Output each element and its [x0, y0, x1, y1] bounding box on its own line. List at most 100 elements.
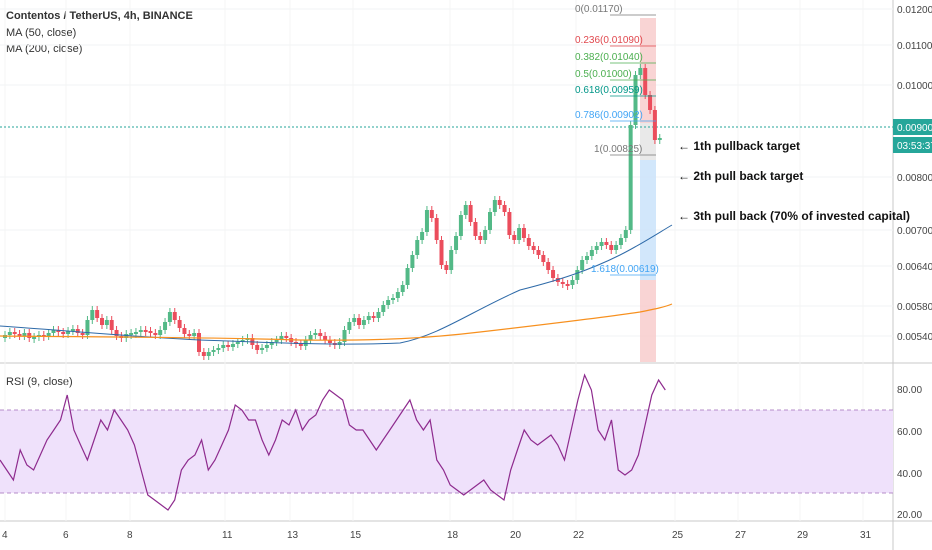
candle-body	[488, 212, 492, 230]
date-axis-label: 11	[222, 530, 233, 541]
date-axis-label: 8	[127, 530, 133, 541]
candle-body	[46, 333, 51, 336]
date-axis-label: 31	[860, 530, 872, 541]
countdown-text: 03:53:37	[897, 141, 932, 152]
candle-body	[56, 330, 61, 332]
candle-body	[521, 228, 526, 238]
rsi-band	[0, 410, 893, 493]
price-axis-label: 0.00580	[897, 302, 932, 313]
candle-body	[323, 336, 328, 340]
candle-body	[454, 236, 459, 250]
candle-body	[468, 205, 473, 222]
candle-body	[206, 352, 211, 356]
candle-body	[80, 333, 85, 335]
candle-body	[555, 278, 560, 282]
fib-zone-bottom	[640, 280, 656, 362]
candle-body	[61, 332, 66, 334]
candle-body	[7, 332, 12, 335]
candle-body	[337, 342, 342, 345]
annotation-text: ← 2th pull back target	[678, 169, 803, 183]
candle-body	[444, 265, 449, 270]
date-axis-label: 13	[287, 530, 299, 541]
candle-body	[648, 95, 653, 110]
candle-body	[424, 210, 429, 232]
candle-body	[32, 337, 37, 339]
candle-body	[264, 345, 269, 348]
candle-body	[216, 348, 221, 350]
candle-body	[507, 212, 512, 235]
date-axis-label: 20	[510, 530, 522, 541]
candle-body	[133, 332, 138, 334]
ma200-line	[0, 303, 673, 341]
fib-label: 1.618(0.00619)	[591, 264, 659, 275]
candle-body	[95, 310, 100, 318]
candle-body	[405, 268, 410, 285]
candle-body	[187, 334, 192, 336]
candle-body	[192, 333, 197, 336]
candle-body	[153, 333, 158, 335]
candle-body	[366, 316, 371, 320]
candle-body	[604, 242, 609, 245]
price-axis-label: 0.01200	[897, 5, 932, 16]
candle-body	[546, 262, 551, 270]
candle-body	[386, 300, 391, 305]
candle-body	[628, 125, 633, 230]
candle-body	[502, 205, 507, 212]
candle-body	[589, 250, 594, 256]
candle-body	[347, 322, 352, 330]
candle-body	[633, 75, 638, 125]
candle-body	[352, 318, 357, 322]
candle-body	[415, 240, 420, 255]
candle-body	[163, 322, 168, 330]
ma50-line	[0, 224, 673, 345]
candle-body	[371, 316, 376, 318]
candle-body	[458, 215, 463, 236]
candle-body	[197, 333, 201, 352]
candle-body	[342, 330, 347, 342]
price-axis-label: 0.01000	[897, 81, 932, 92]
date-axis-label: 15	[350, 530, 362, 541]
candle-body	[429, 210, 434, 218]
candle-body	[274, 340, 279, 342]
candle-body	[17, 334, 22, 336]
date-axis-label: 29	[797, 530, 809, 541]
price-axis-label: 0.00540	[897, 332, 932, 343]
annotation-text: ← 1th pullback target	[678, 139, 800, 153]
candle-body	[434, 218, 439, 240]
candle-body	[240, 340, 245, 342]
candle-body	[391, 298, 395, 300]
candle-body	[531, 246, 536, 250]
candle-body	[565, 284, 570, 286]
candle-body	[70, 329, 75, 331]
rsi-line	[0, 373, 666, 511]
fib-label: 0.5(0.01000)	[575, 69, 632, 80]
ma200-legend: MA (200, close)	[6, 43, 83, 55]
candle-body	[623, 230, 628, 238]
candle-body	[51, 330, 56, 333]
candle-body	[75, 329, 80, 333]
candle-body	[473, 222, 478, 236]
candle-body	[541, 255, 546, 262]
candle-body	[318, 333, 323, 336]
candle-body	[594, 246, 599, 250]
candle-body	[551, 270, 556, 278]
candle-body	[657, 138, 662, 140]
candle-body	[308, 335, 313, 340]
candle-body	[570, 280, 575, 285]
candle-body	[439, 240, 444, 265]
chart-title: Contentos / TetherUS, 4h, BINANCE	[6, 10, 193, 22]
fib-label: 0.618(0.00959)	[575, 85, 643, 96]
rsi-axis-label: 40.00	[897, 469, 922, 480]
candle-body	[284, 336, 289, 338]
fib-zone-mid	[640, 123, 656, 160]
candle-body	[182, 328, 187, 334]
candle-body	[609, 245, 614, 250]
candle-body	[313, 333, 318, 335]
candle-body	[478, 236, 483, 240]
candle-body	[27, 333, 32, 338]
fib-label: 1(0.00825)	[594, 144, 642, 155]
date-axis-label: 18	[447, 530, 459, 541]
candle-body	[90, 310, 95, 320]
candle-body	[269, 342, 274, 345]
